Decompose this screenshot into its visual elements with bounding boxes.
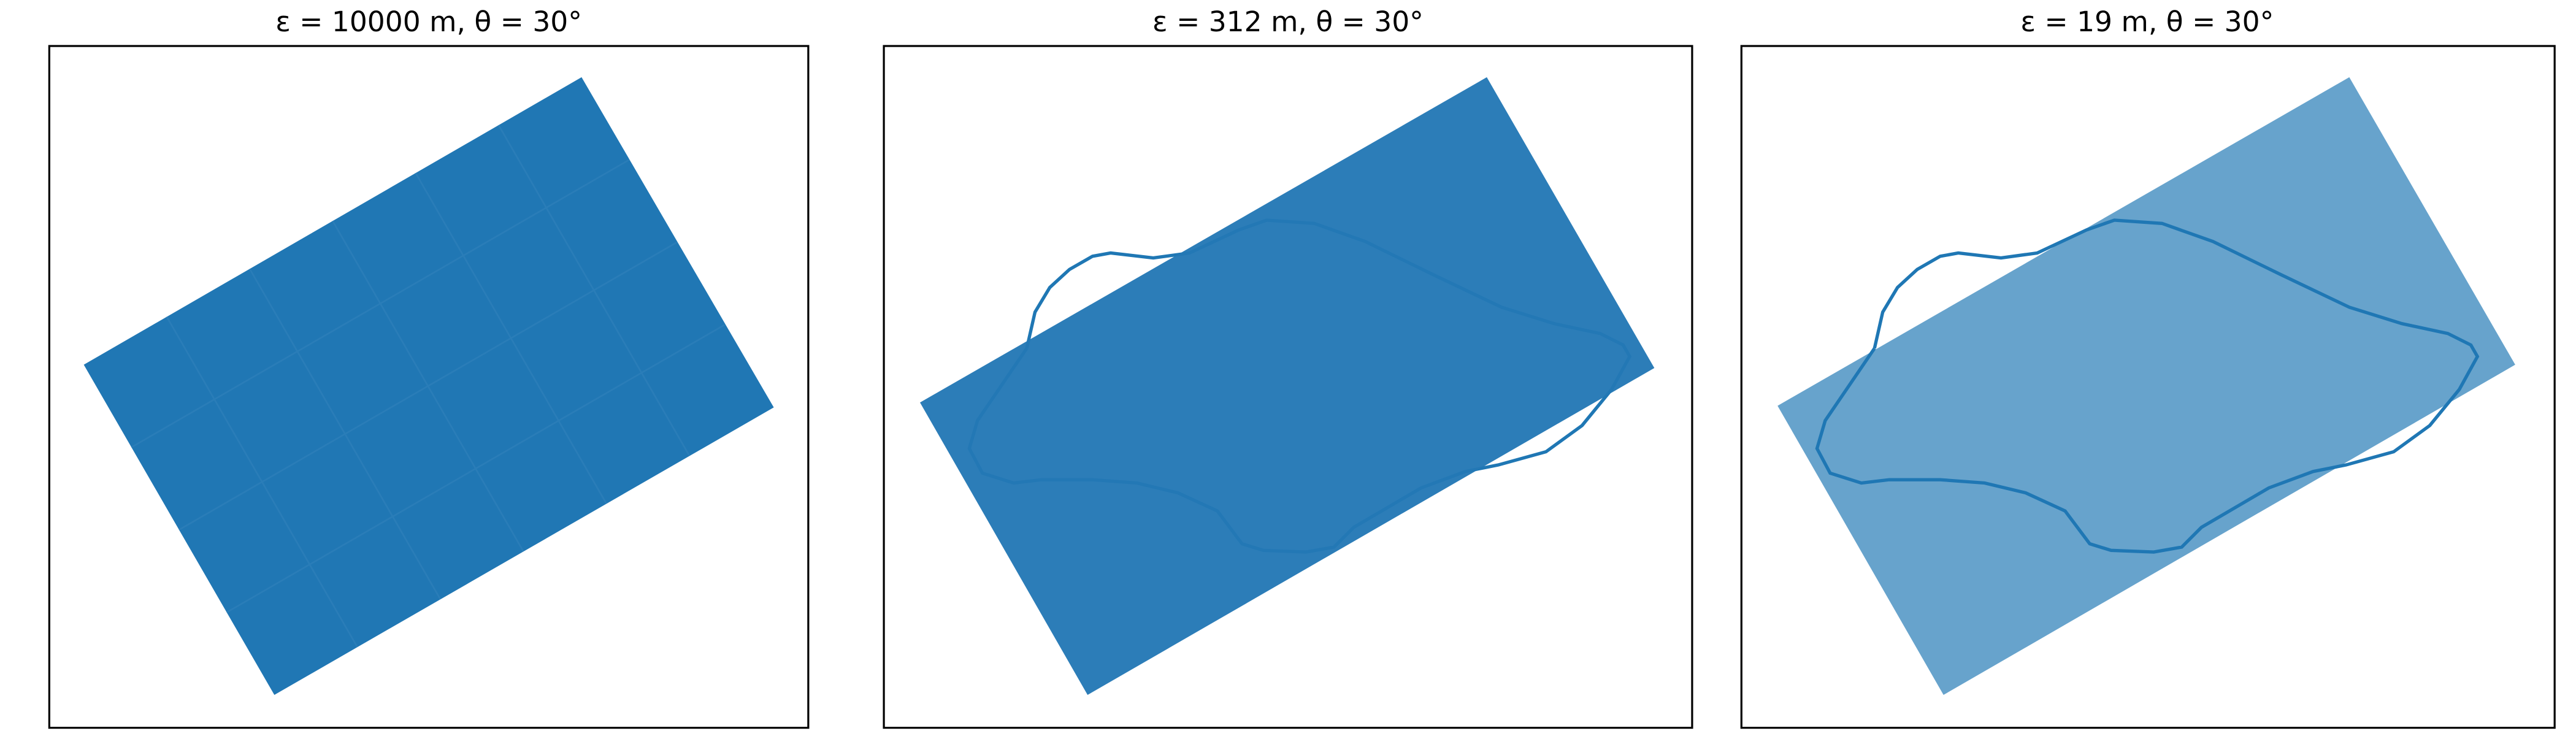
panel-title: ε = 10000 m, θ = 30°	[275, 6, 582, 38]
tile-edge	[178, 241, 678, 531]
outline	[1815, 218, 2480, 554]
tile-edge	[131, 159, 630, 448]
tile-grid	[131, 125, 725, 648]
panel-title: ε = 312 m, θ = 30°	[1152, 6, 1424, 38]
footprint	[1777, 77, 2515, 696]
panel-2: ε = 312 m, θ = 30°	[883, 6, 1693, 729]
axes-frame	[48, 45, 810, 729]
tile-edge	[226, 324, 725, 613]
panel-3: ε = 19 m, θ = 30°	[1740, 6, 2556, 729]
footprint	[920, 77, 1655, 696]
panel-1: ε = 10000 m, θ = 30°	[48, 6, 810, 729]
axes-frame	[1740, 45, 2556, 729]
panel-title: ε = 19 m, θ = 30°	[2020, 6, 2274, 38]
axes-frame	[883, 45, 1693, 729]
